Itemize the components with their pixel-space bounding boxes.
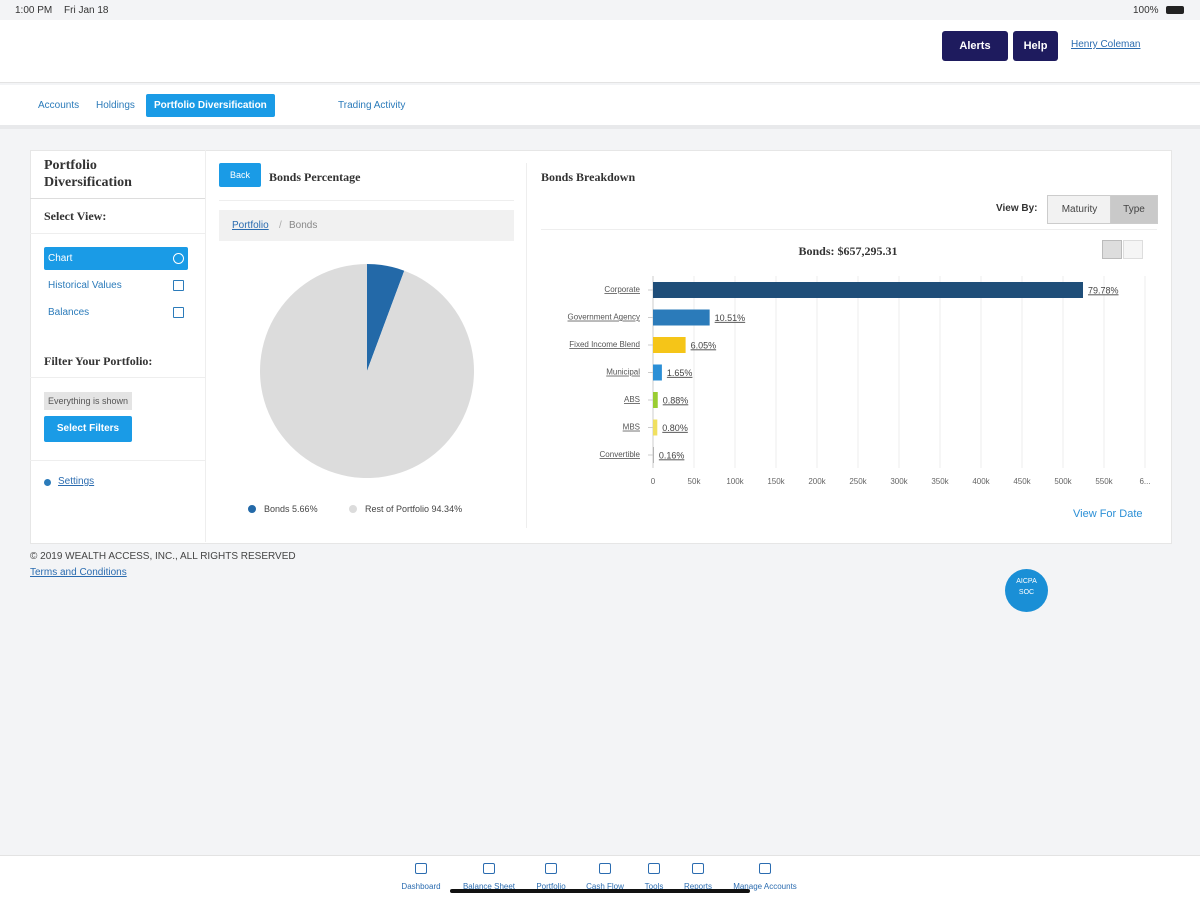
bar [653,365,662,381]
nav-icon [415,863,427,874]
bar [653,282,1083,298]
x-tick-label: 6... [1139,477,1150,486]
data-label: 1.65% [667,368,693,378]
legend-value: 94.34% [432,504,463,514]
bar [653,337,686,353]
y-tick-label: Municipal [606,368,640,377]
nav-icon [648,863,660,874]
home-indicator [450,889,750,893]
legend-value: 5.66% [292,504,318,514]
x-tick-label: 250k [849,477,867,486]
nav-icon [692,863,704,874]
x-tick-label: 450k [1013,477,1031,486]
y-tick-label: ABS [624,395,640,404]
chart-title: Bonds: $657,295.31 [798,244,897,258]
x-tick-label: 400k [972,477,990,486]
nav-icon [759,863,771,874]
legend-category: Rest of Portfolio [365,504,429,514]
data-label: 0.80% [662,423,688,433]
soc-badge-text: SOC [1005,589,1048,596]
x-tick-label: 150k [767,477,785,486]
nav-icon [599,863,611,874]
x-tick-label: 200k [808,477,826,486]
y-tick-label: Fixed Income Blend [569,340,640,349]
x-tick-label: 100k [726,477,744,486]
data-label: 10.51% [715,313,746,323]
x-tick-label: 550k [1095,477,1113,486]
data-label: 0.88% [663,395,689,405]
bar [653,420,657,436]
x-tick-label: 300k [890,477,908,486]
terms-link[interactable]: Terms and Conditions [30,567,127,578]
y-tick-label: Government Agency [568,313,640,322]
bar [653,392,658,408]
y-tick-label: Convertible [600,450,641,459]
data-label: 0.16% [659,450,685,460]
nav-icon [545,863,557,874]
y-tick-label: Corporate [604,285,640,294]
data-label: 6.05% [691,340,717,350]
legend-label: Bonds 5.66% [264,504,318,514]
x-tick-label: 50k [688,477,702,486]
bar [653,310,710,326]
data-label: 79.78% [1088,285,1119,295]
x-tick-label: 500k [1054,477,1072,486]
legend-category: Bonds [264,504,290,514]
nav-icon [483,863,495,874]
bottom-nav [0,855,1200,900]
charts: Bonds 5.66% Rest of Portfolio 94.34% Bonds… [0,0,1200,560]
x-tick-label: 350k [931,477,949,486]
legend-marker [349,505,357,513]
legend-marker [248,505,256,513]
copyright: © 2019 WEALTH ACCESS, INC., ALL RIGHTS R… [30,551,296,562]
pie-slice [260,264,474,478]
legend-label: Rest of Portfolio 94.34% [365,504,462,514]
x-tick-label: 0 [651,477,656,486]
bar [653,447,654,463]
soc-badge-text: AICPA [1005,578,1048,585]
y-tick-label: MBS [623,423,640,432]
